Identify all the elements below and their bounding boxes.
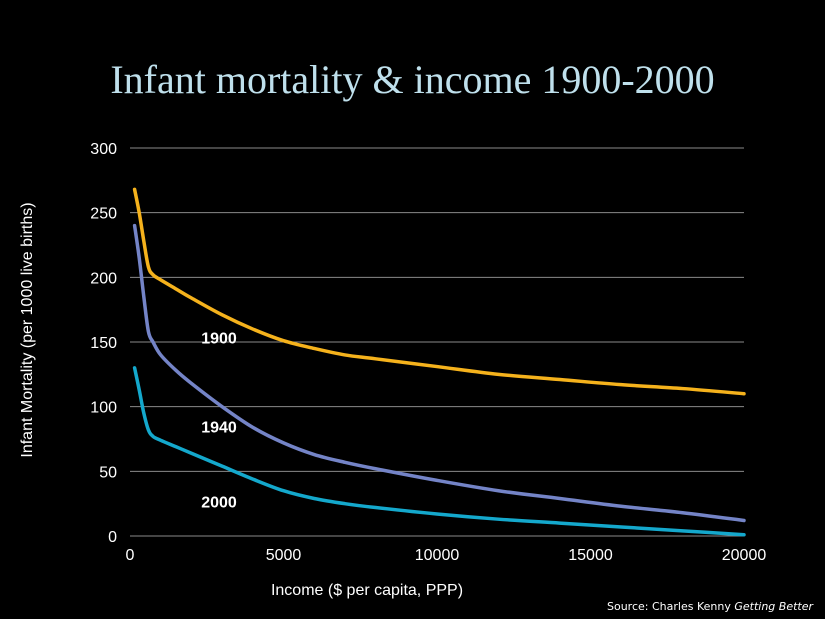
- y-tick-label: 100: [90, 400, 117, 417]
- series-line-1900: [132, 187, 746, 396]
- source-book-title: Getting Better: [734, 600, 813, 613]
- y-tick-labels: 0 50 100 150 200 250 300: [90, 141, 117, 546]
- y-tick-label: 150: [90, 335, 117, 352]
- source-note: Source: Charles Kenny Getting Better: [607, 600, 813, 613]
- x-tick-label: 0: [126, 547, 135, 564]
- series-labels: 1900 1940 2000: [201, 330, 237, 511]
- x-tick-label: 10000: [415, 547, 460, 564]
- y-axis-label: Infant Mortality (per 1000 live births): [19, 202, 36, 457]
- series-label-1900: 1900: [201, 330, 237, 347]
- y-tick-label: 200: [90, 270, 117, 287]
- x-axis-label: Income ($ per capita, PPP): [271, 582, 463, 599]
- x-tick-label: 15000: [568, 547, 613, 564]
- y-tick-label: 50: [99, 464, 117, 481]
- x-tick-label: 20000: [722, 547, 767, 564]
- chart-title: Infant mortality & income 1900-2000: [110, 57, 715, 102]
- series-label-1940: 1940: [201, 420, 237, 437]
- x-tick-labels: 0 5000 10000 15000 20000: [126, 547, 767, 564]
- y-tick-label: 300: [90, 141, 117, 158]
- y-tick-label: 0: [108, 529, 117, 546]
- series-line-1940: [132, 223, 746, 523]
- x-tick-label: 5000: [266, 547, 302, 564]
- series-line-2000: [132, 366, 746, 537]
- source-text: Source: Charles Kenny: [607, 600, 735, 613]
- series-lines: [132, 187, 746, 537]
- y-tick-label: 250: [90, 206, 117, 223]
- series-label-2000: 2000: [201, 495, 237, 512]
